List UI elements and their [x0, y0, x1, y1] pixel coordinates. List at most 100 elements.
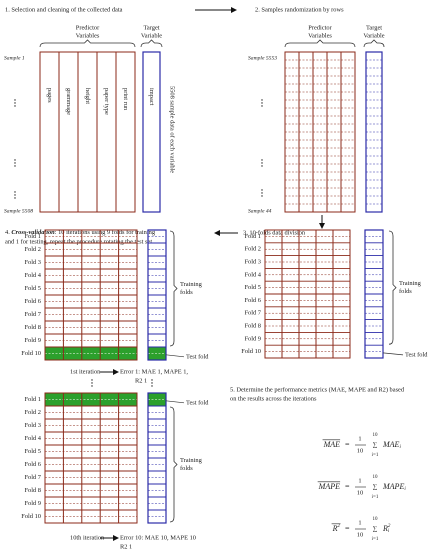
label: Fold 7 — [244, 310, 261, 317]
sigma: ∑ — [373, 483, 378, 490]
formula-num: 1 — [358, 519, 361, 526]
target-border — [147, 229, 167, 361]
label: Fold 1 — [24, 233, 41, 240]
label: Fold 4 — [244, 271, 261, 278]
ellipsis-dot — [14, 99, 16, 101]
formula-part: R — [332, 524, 338, 533]
brace — [388, 230, 397, 345]
variable-column — [58, 51, 79, 213]
formula-eq: = — [345, 482, 350, 491]
ellipsis-dot — [14, 194, 16, 196]
label: Fold 8 — [24, 487, 41, 494]
ellipsis-dot — [91, 379, 93, 381]
sigma: ∑ — [373, 525, 378, 532]
variable-column — [96, 51, 117, 213]
ellipsis-dot — [14, 102, 16, 104]
formula-lhs: R2 — [332, 524, 341, 533]
label: Training — [180, 281, 203, 288]
label: Fold 8 — [24, 324, 41, 331]
ellipsis-dot — [261, 159, 263, 161]
label: Fold 5 — [244, 284, 261, 291]
ellipsis-dot — [261, 162, 263, 164]
formula-part: 2 — [388, 524, 391, 529]
formula-part: i — [399, 445, 401, 450]
grid-border — [264, 229, 351, 359]
label: Sample 5508 — [4, 208, 33, 214]
ellipsis-dot — [14, 165, 16, 167]
label: Fold 4 — [24, 272, 41, 279]
ellipsis-dot — [151, 379, 153, 381]
formula-top: 10 — [373, 517, 379, 522]
ellipsis-dot — [261, 105, 263, 107]
variable-column — [115, 51, 136, 213]
formula-part: 2 — [338, 524, 341, 529]
label: Target — [143, 24, 159, 31]
label: Fold 6 — [244, 297, 261, 304]
formula-part: i — [388, 529, 390, 534]
brace — [39, 39, 136, 48]
label: folds — [180, 465, 193, 472]
step-1: 1. Selection and cleaning of the collect… — [5, 6, 123, 13]
target-border — [147, 392, 167, 524]
label: Fold 3 — [244, 258, 261, 265]
label: Fold 9 — [244, 335, 261, 342]
step-5: 5. Determine the performance metrics (MA… — [230, 386, 405, 393]
label: Target — [366, 24, 382, 31]
label: Fold 10 — [21, 513, 41, 520]
brace — [363, 39, 385, 48]
label: Variable — [141, 32, 162, 39]
ellipsis-dot — [14, 191, 16, 193]
grid-border — [44, 229, 138, 361]
label: 5508 sample data of each variable — [169, 86, 176, 173]
step-2: 2. Samples randomization by rows — [255, 6, 344, 13]
label: Fold 1 — [24, 396, 41, 403]
label: R2 1 — [120, 543, 132, 550]
label: Fold 7 — [24, 311, 41, 318]
label: Fold 9 — [24, 337, 41, 344]
label: height — [84, 88, 91, 104]
label: Fold 2 — [24, 246, 41, 253]
step-5-cont: on the results across the iterations — [230, 395, 317, 402]
formula-eq: = — [345, 524, 350, 533]
target-column — [142, 51, 161, 213]
label: R2 1 — [135, 377, 147, 384]
label: Fold 2 — [24, 409, 41, 416]
variable-column — [39, 51, 60, 213]
label: 10th iteration — [70, 534, 105, 541]
label: Test fold — [186, 399, 209, 406]
label: Error 1: MAE 1, MAPE 1, — [120, 368, 188, 375]
label: Predictor — [76, 24, 100, 31]
formula-num: 1 — [358, 435, 361, 442]
label: 1st iteration — [70, 368, 101, 375]
label: Fold 3 — [24, 422, 41, 429]
formula-bottom: i=1 — [372, 537, 379, 542]
label: Fold 7 — [24, 474, 41, 481]
variable-column — [340, 51, 356, 213]
ellipsis-dot — [91, 385, 93, 387]
pointer — [382, 352, 404, 356]
ellipsis-dot — [14, 162, 16, 164]
ellipsis-dot — [151, 385, 153, 387]
ellipsis-dot — [261, 195, 263, 197]
formula-num: 1 — [358, 477, 361, 484]
label: pages — [46, 88, 53, 103]
label: Sample 44 — [248, 208, 272, 214]
label: impact — [148, 88, 155, 106]
ellipsis-dot — [14, 159, 16, 161]
formula-den: 10 — [357, 531, 363, 538]
formula-bottom: i=1 — [372, 495, 379, 500]
brace — [284, 39, 356, 48]
step-4-cont: and 1 for testing, repeat the procedure … — [5, 238, 152, 245]
formula-lhs: MAPE — [318, 482, 340, 491]
formula-eq: = — [345, 440, 350, 449]
grid-border — [44, 392, 138, 524]
ellipsis-dot — [261, 189, 263, 191]
target-border — [364, 229, 384, 359]
pointer — [165, 354, 185, 358]
formula-part: MAPE — [318, 482, 340, 491]
pointer — [165, 400, 185, 404]
label: Fold 9 — [24, 500, 41, 507]
